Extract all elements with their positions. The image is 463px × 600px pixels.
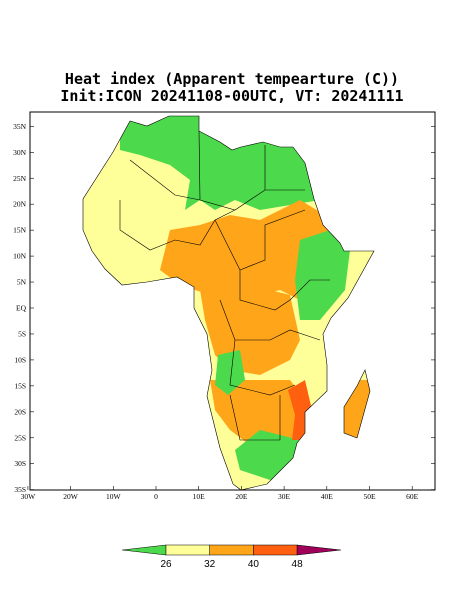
lat-tick-label: 10S bbox=[14, 355, 26, 364]
lon-tick-label: 60E bbox=[406, 492, 419, 501]
colorbar-label: 32 bbox=[204, 559, 216, 570]
borders bbox=[82, 115, 375, 491]
lat-tick-label: 15N bbox=[13, 226, 27, 235]
lat-tick-label: 25N bbox=[13, 174, 27, 183]
lat-tick-label: 35S bbox=[14, 485, 26, 494]
lat-tick-label: 5S bbox=[18, 329, 26, 338]
colorbar-label: 26 bbox=[160, 559, 172, 570]
colorbar-segment bbox=[209, 544, 254, 556]
lon-tick-label: 50E bbox=[363, 492, 376, 501]
colorbar-label: 48 bbox=[292, 559, 304, 570]
lon-tick-label: 40E bbox=[321, 492, 334, 501]
map-frame bbox=[29, 111, 436, 491]
lon-tick-label: 30W bbox=[21, 492, 37, 501]
heat-field bbox=[83, 116, 374, 490]
lat-tick-label: 10N bbox=[13, 252, 27, 261]
lat-tick-label: 20N bbox=[13, 200, 27, 209]
lat-tick-label: EQ bbox=[16, 304, 27, 313]
lon-tick-label: 20E bbox=[235, 492, 248, 501]
colorbar-segment bbox=[122, 544, 167, 556]
colorbar-segment bbox=[296, 544, 341, 556]
lon-tick-label: 30E bbox=[278, 492, 291, 501]
colorbar-segment bbox=[165, 544, 210, 556]
lon-tick-label: 20W bbox=[63, 492, 79, 501]
lon-tick-label: 10W bbox=[106, 492, 122, 501]
lat-tick-label: 25S bbox=[14, 433, 26, 442]
lat-tick-label: 5N bbox=[17, 278, 27, 287]
lon-tick-label: 10E bbox=[193, 492, 206, 501]
title: Heat index (Apparent tempearture (C)) bbox=[65, 70, 399, 88]
subtitle: Init:ICON 20241108-00UTC, VT: 20241111 bbox=[60, 87, 403, 105]
lat-tick-label: 15S bbox=[14, 381, 26, 390]
colorbar-segment bbox=[253, 544, 298, 556]
lat-tick-label: 30N bbox=[13, 148, 27, 157]
lat-tick-label: 35N bbox=[13, 122, 27, 131]
lat-tick-label: 20S bbox=[14, 407, 26, 416]
lon-tick-label: 0 bbox=[154, 492, 158, 501]
lat-tick-label: 30S bbox=[14, 459, 26, 468]
colorbar-label: 40 bbox=[248, 559, 260, 570]
